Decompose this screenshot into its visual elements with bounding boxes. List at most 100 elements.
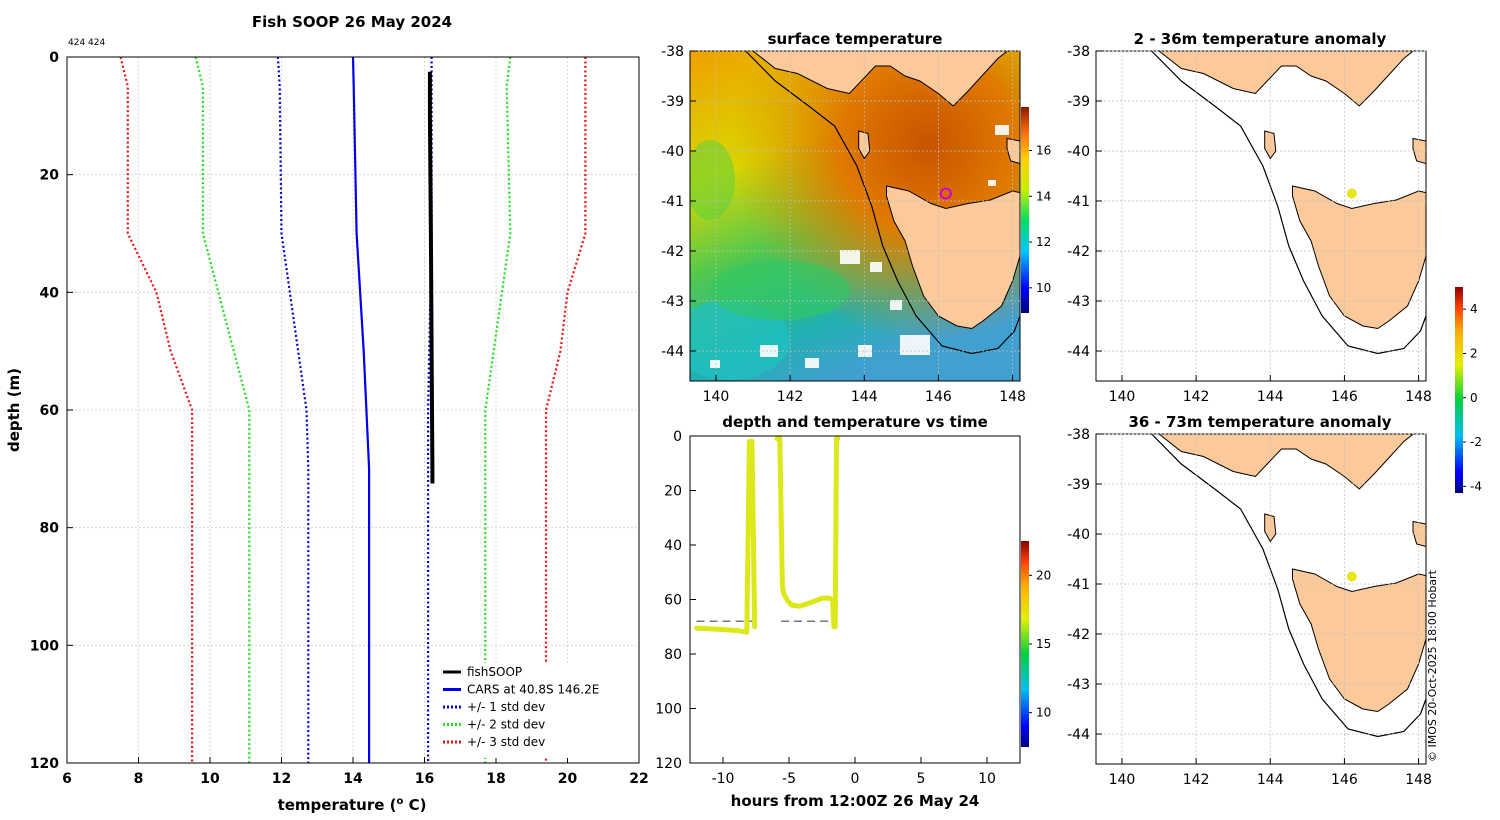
profile-y-tick-label: 60 bbox=[40, 403, 60, 419]
timeseries-title: depth and temperature vs time bbox=[722, 413, 988, 431]
profile-x-tick-label: 14 bbox=[343, 771, 363, 787]
profile-fishsoop-line bbox=[427, 71, 435, 484]
sst-shelf-contour bbox=[745, 51, 1020, 355]
map-y-tick-label: -41 bbox=[661, 194, 684, 210]
map-y-tick-label: -43 bbox=[661, 294, 684, 310]
sst-colorbar-ticks: 10 12 14 16 bbox=[1029, 143, 1051, 295]
profile-axes-box bbox=[66, 56, 640, 764]
sst-green-patch-west bbox=[690, 140, 735, 220]
timeseries-xlabel: hours from 12:00Z 26 May 24 bbox=[731, 792, 980, 810]
sst-ticks: 140 142 144 146 148 -38 -39 -40 -41 -42 -43 -44 bbox=[661, 44, 1026, 405]
profile-x-tick-label: 16 bbox=[415, 771, 434, 787]
sst-colorbar bbox=[1021, 107, 1029, 313]
ts-trace-segment-1 bbox=[694, 438, 758, 635]
sst-cloud-mask bbox=[710, 125, 1009, 368]
map-x-tick-label: 146 bbox=[1331, 772, 1358, 788]
profile-x-ticks: 6 8 10 12 14 16 18 20 22 bbox=[62, 757, 649, 787]
map-x-tick-label: 144 bbox=[1257, 389, 1284, 405]
land-tasmania bbox=[886, 185, 1020, 330]
map-y-tick-label: -44 bbox=[1067, 344, 1090, 360]
ts-x-tick-label: -5 bbox=[782, 771, 796, 787]
watermark: © IMOS 20-Oct-2025 18:00 Hobart bbox=[1426, 569, 1439, 762]
map-y-tick-label: -43 bbox=[1067, 677, 1090, 693]
profile-x-tick-label: 22 bbox=[629, 771, 648, 787]
land-victoria bbox=[1096, 51, 1415, 107]
anomaly2-land bbox=[1096, 434, 1426, 713]
anomaly1-land bbox=[1096, 51, 1426, 330]
map-y-tick-label: -40 bbox=[1067, 144, 1090, 160]
map-y-tick-label: -43 bbox=[1067, 294, 1090, 310]
anomaly-colorbar-tick-label: -4 bbox=[1470, 479, 1482, 493]
map-y-tick-label: -42 bbox=[1067, 627, 1090, 643]
map-y-tick-label: -42 bbox=[1067, 244, 1090, 260]
profile-y-tick-label: 120 bbox=[30, 756, 59, 772]
profile-y-tick-label: 0 bbox=[49, 50, 59, 66]
map-y-tick-label: -44 bbox=[1067, 727, 1090, 743]
map-x-tick-label: 148 bbox=[999, 389, 1026, 405]
map-x-tick-label: 148 bbox=[1405, 389, 1432, 405]
ts-colorbar-tick-label: 10 bbox=[1036, 706, 1051, 720]
ts-x-tick-label: 10 bbox=[978, 771, 996, 787]
profile-annotation: 424 424 bbox=[68, 38, 105, 48]
map-y-tick-label: -38 bbox=[661, 44, 684, 60]
map-x-tick-label: 144 bbox=[1257, 772, 1284, 788]
map-y-tick-label: -42 bbox=[661, 244, 684, 260]
profile-legend: fishSOOP CARS at 40.8S 146.2E +/- 1 std de… bbox=[436, 663, 634, 758]
map-x-tick-label: 140 bbox=[1109, 389, 1136, 405]
sst-colorbar-tick-label: 16 bbox=[1036, 143, 1051, 157]
map-y-tick-label: -40 bbox=[661, 144, 684, 160]
sst-colorbar-tick-label: 14 bbox=[1036, 189, 1051, 203]
profile-x-tick-label: 12 bbox=[272, 771, 291, 787]
sst-green-patch bbox=[710, 260, 850, 320]
map-x-tick-label: 140 bbox=[1109, 772, 1136, 788]
ts-colorbar-tick-label: 20 bbox=[1036, 568, 1051, 582]
profile-std-line-1-low bbox=[276, 56, 310, 763]
map-x-tick-label: 146 bbox=[925, 389, 952, 405]
land-flinders-island bbox=[1006, 137, 1020, 165]
anomaly-colorbar-tick-label: 2 bbox=[1470, 346, 1478, 360]
map-y-tick-label: -44 bbox=[661, 344, 684, 360]
anomaly-panel-1: 2 - 36m temperature anomaly 140 142 144 146… bbox=[1067, 30, 1432, 405]
profile-std-line-2-low bbox=[194, 56, 251, 763]
map-x-tick-label: 142 bbox=[1183, 772, 1210, 788]
profile-xlabel: temperature (o C) bbox=[278, 796, 427, 814]
ts-y-tick-label: 0 bbox=[673, 429, 682, 445]
ts-x-tick-label: 5 bbox=[917, 771, 926, 787]
map-x-tick-label: 148 bbox=[1405, 772, 1432, 788]
legend-label: +/- 3 std dev bbox=[467, 735, 545, 749]
ts-y-tick-label: 120 bbox=[655, 756, 682, 772]
anomaly1-shelf-contour bbox=[1151, 51, 1426, 355]
anomaly2-station-marker bbox=[1346, 571, 1357, 582]
sst-cool-patch bbox=[690, 300, 790, 380]
anomaly-colorbar-ticks: -4 -2 0 2 4 bbox=[1463, 302, 1482, 493]
anomaly1-map bbox=[1096, 51, 1426, 381]
timeseries-axes-box bbox=[689, 435, 1021, 764]
profile-y-tick-label: 80 bbox=[40, 521, 60, 537]
map-x-tick-label: 142 bbox=[777, 389, 804, 405]
land-tasmania bbox=[1292, 568, 1426, 713]
legend-label: fishSOOP bbox=[467, 665, 522, 679]
profile-cars-line bbox=[351, 56, 371, 763]
profile-x-tick-label: 10 bbox=[200, 771, 220, 787]
legend-box bbox=[436, 663, 634, 758]
anomaly1-station-marker bbox=[1346, 188, 1357, 199]
land-flinders-island bbox=[1412, 137, 1426, 165]
ts-x-tick-label: -10 bbox=[712, 771, 735, 787]
profile-std-line-3-low bbox=[119, 56, 194, 763]
land-victoria bbox=[1096, 434, 1415, 490]
ts-y-tick-label: 100 bbox=[655, 702, 682, 718]
map-y-tick-label: -40 bbox=[1067, 527, 1090, 543]
anomaly2-map bbox=[1096, 434, 1426, 764]
profile-y-tick-label: 100 bbox=[30, 638, 59, 654]
map-x-tick-label: 146 bbox=[1331, 389, 1358, 405]
anomaly-panel-2: 36 - 73m temperature anomaly 140 142 144 14… bbox=[1067, 413, 1432, 788]
map-y-tick-label: -39 bbox=[1067, 477, 1090, 493]
profile-grid bbox=[66, 56, 640, 764]
profile-x-tick-label: 8 bbox=[134, 771, 144, 787]
profile-y-tick-label: 20 bbox=[40, 168, 60, 184]
profile-ylabel: depth (m) bbox=[5, 368, 23, 452]
anomaly1-ticks: 140 142 144 146 148 -38 -39 -40 -41 -42 -43 -44 bbox=[1067, 44, 1432, 405]
map-y-tick-label: -41 bbox=[1067, 194, 1090, 210]
